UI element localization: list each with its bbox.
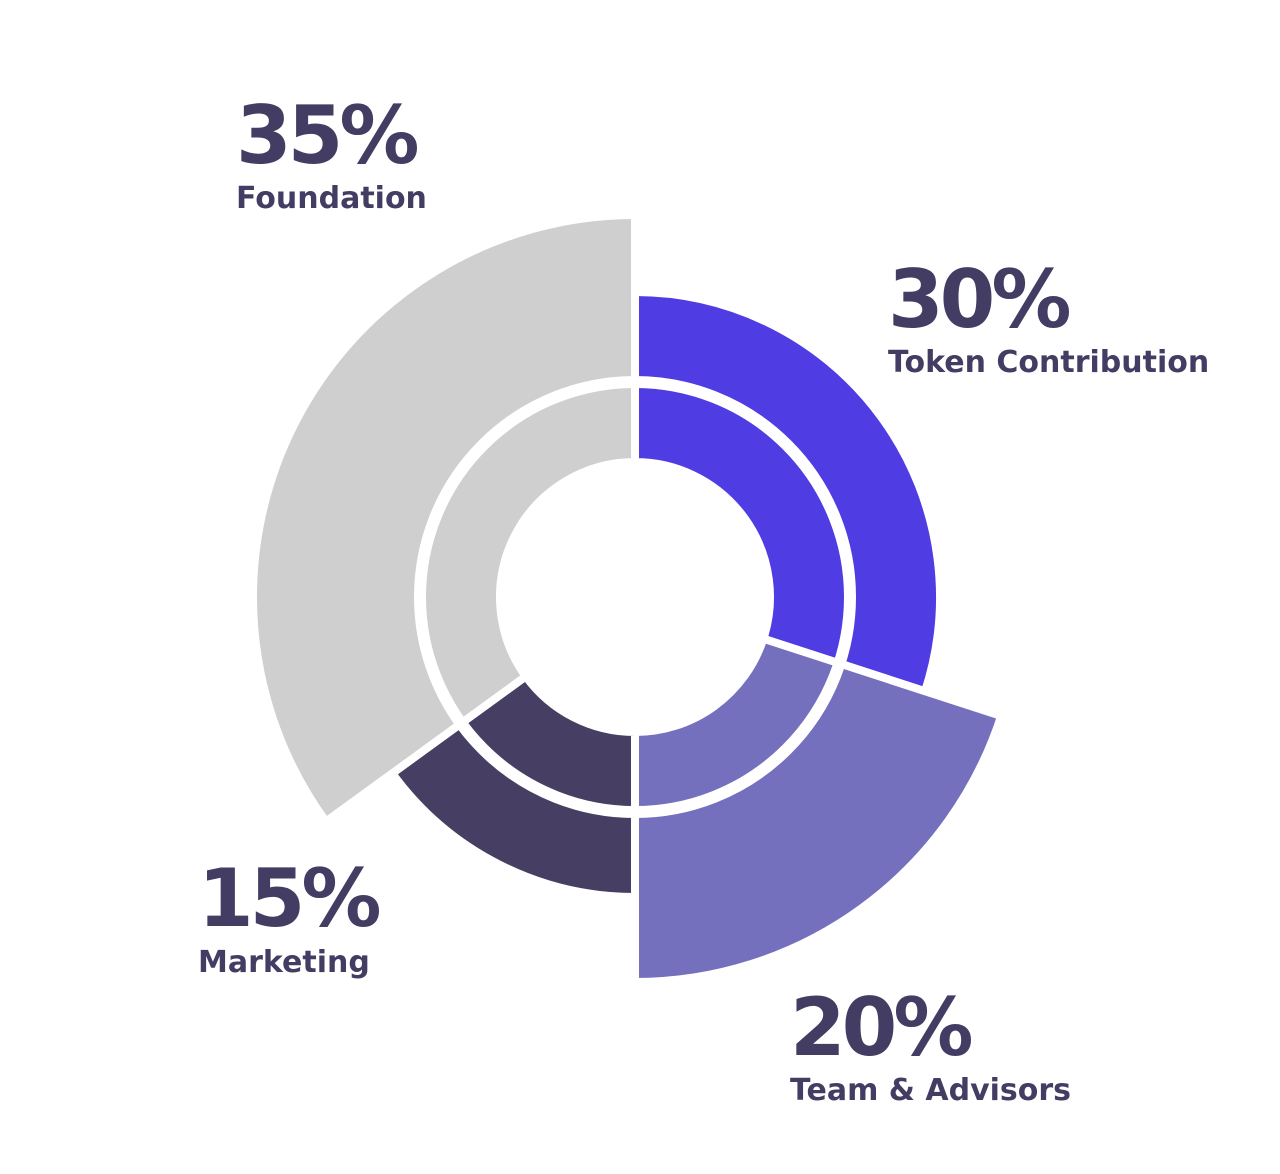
slice-name-marketing: Marketing <box>198 945 370 980</box>
slice-percent-foundation: 35% <box>236 89 417 182</box>
slice-label-marketing: 15% Marketing <box>198 852 383 980</box>
slice-foundation <box>249 210 639 828</box>
slice-name-token-contribution: Token Contribution <box>888 345 1209 380</box>
slice-label-token-contribution: 30% Token Contribution <box>888 253 1209 380</box>
slice-label-foundation: 35% Foundation <box>236 89 427 216</box>
slice-name-team-advisors: Team & Advisors <box>790 1073 1071 1108</box>
chart-slices <box>249 210 1007 987</box>
slice-name-foundation: Foundation <box>236 181 427 216</box>
slice-percent-team-advisors: 20% <box>790 981 971 1074</box>
slice-label-team-advisors: 20% Team & Advisors <box>790 981 1071 1108</box>
slice-percent-token-contribution: 30% <box>888 253 1069 346</box>
slice-percent-marketing: 15% <box>198 852 379 945</box>
slice-team-advisors <box>631 633 1007 987</box>
inner-separator-ring <box>414 376 856 818</box>
